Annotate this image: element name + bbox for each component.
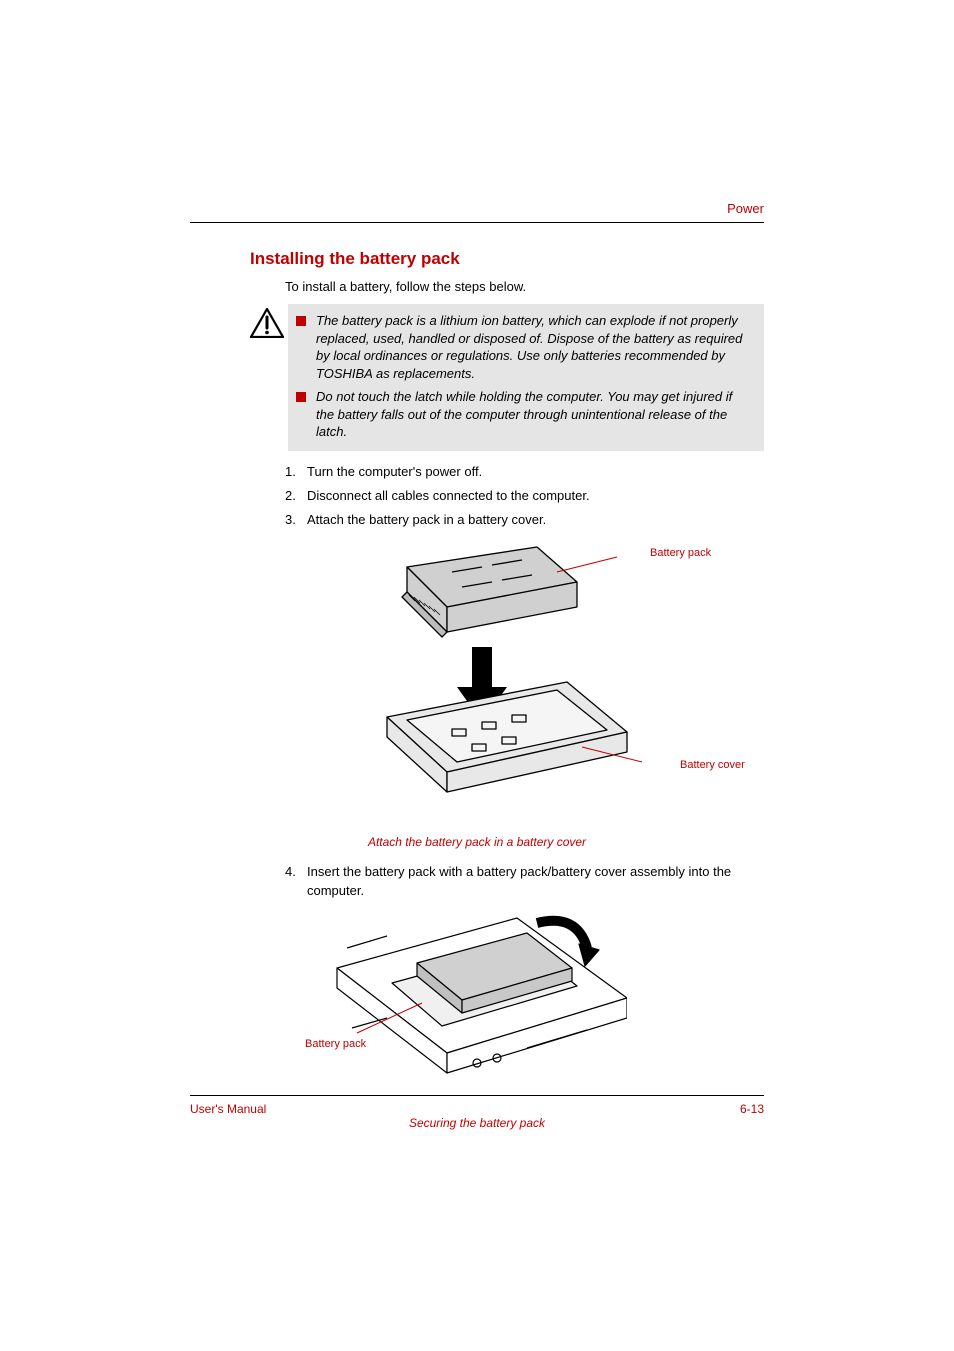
diagram-battery-attach (307, 537, 647, 817)
step-item: 3. Attach the battery pack in a battery … (285, 511, 764, 529)
page-footer: User's Manual 6-13 (190, 1095, 764, 1116)
step-number: 1. (285, 463, 307, 481)
bullet-icon (296, 316, 306, 326)
warning-callout: The battery pack is a lithium ion batter… (250, 304, 764, 451)
diagram-battery-secure (327, 908, 627, 1098)
step-item: 1. Turn the computer's power off. (285, 463, 764, 481)
step-list: 4. Insert the battery pack with a batter… (285, 863, 764, 899)
figure-battery-secure: Battery pack (190, 908, 764, 1108)
header-section-label: Power (727, 201, 764, 216)
page-header: Power (190, 200, 764, 223)
figure-battery-attach: Battery pack Battery cover (190, 537, 764, 827)
warning-text: The battery pack is a lithium ion batter… (316, 312, 752, 382)
footer-page-number: 6-13 (740, 1102, 764, 1116)
step-item: 2. Disconnect all cables connected to th… (285, 487, 764, 505)
figure-caption: Securing the battery pack (190, 1116, 764, 1130)
figure-label-battery-pack: Battery pack (305, 1038, 366, 1050)
footer-left: User's Manual (190, 1102, 266, 1116)
bullet-icon (296, 392, 306, 402)
figure-label-battery-cover: Battery cover (680, 759, 745, 771)
step-text: Turn the computer's power off. (307, 463, 482, 481)
warning-text: Do not touch the latch while holding the… (316, 388, 752, 441)
step-item: 4. Insert the battery pack with a batter… (285, 863, 764, 899)
step-list: 1. Turn the computer's power off. 2. Dis… (285, 463, 764, 530)
section-title: Installing the battery pack (250, 249, 764, 269)
warning-content: The battery pack is a lithium ion batter… (288, 304, 764, 451)
section-intro: To install a battery, follow the steps b… (285, 279, 764, 294)
caution-icon (250, 308, 286, 343)
step-number: 3. (285, 511, 307, 529)
figure-label-battery-pack: Battery pack (650, 547, 711, 559)
warning-item: The battery pack is a lithium ion batter… (296, 312, 752, 382)
figure-caption: Attach the battery pack in a battery cov… (190, 835, 764, 849)
step-text: Disconnect all cables connected to the c… (307, 487, 590, 505)
step-number: 2. (285, 487, 307, 505)
step-text: Insert the battery pack with a battery p… (307, 863, 764, 899)
step-number: 4. (285, 863, 307, 899)
warning-item: Do not touch the latch while holding the… (296, 388, 752, 441)
step-text: Attach the battery pack in a battery cov… (307, 511, 546, 529)
